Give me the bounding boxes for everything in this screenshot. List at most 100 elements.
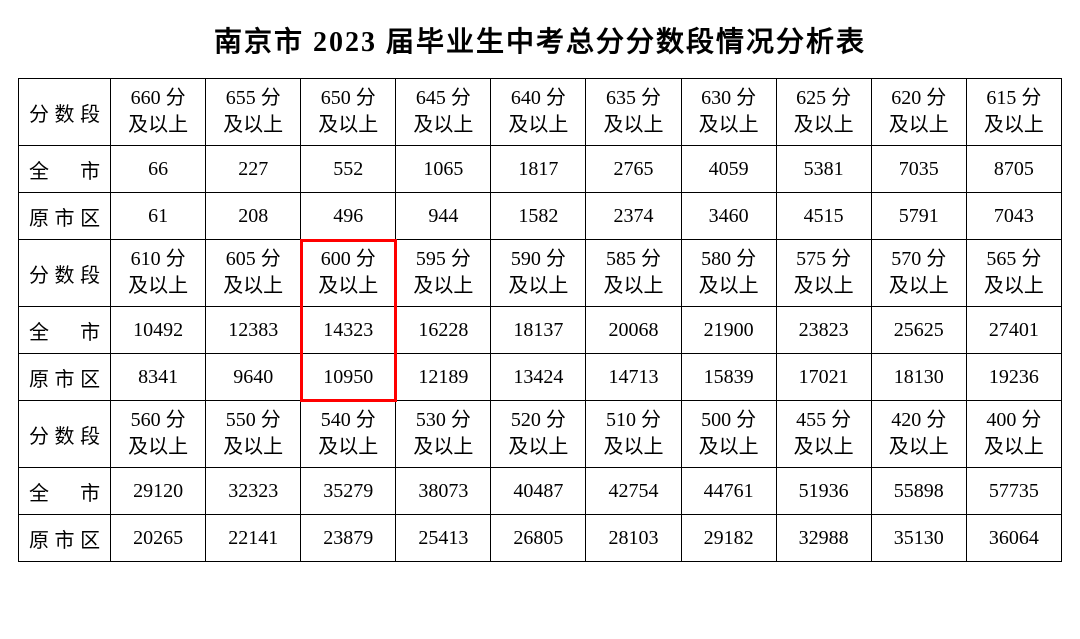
district-cell: 29182: [681, 515, 776, 562]
segment-cell: 400 分及以上: [966, 401, 1061, 468]
segment-cell: 655 分及以上: [206, 79, 301, 146]
segment-score: 620 分: [875, 85, 963, 112]
city-cell: 7035: [871, 146, 966, 193]
city-cell: 25625: [871, 307, 966, 354]
segment-score: 520 分: [494, 407, 582, 434]
district-cell: 17021: [776, 354, 871, 401]
district-cell: 25413: [396, 515, 491, 562]
district-cell: 15839: [681, 354, 776, 401]
segment-cell: 520 分及以上: [491, 401, 586, 468]
district-cell: 496: [301, 193, 396, 240]
segment-cell: 530 分及以上: [396, 401, 491, 468]
segment-suffix: 及以上: [780, 112, 868, 139]
segment-score: 580 分: [685, 246, 773, 273]
segment-suffix: 及以上: [970, 273, 1058, 300]
district-cell: 12189: [396, 354, 491, 401]
segment-suffix: 及以上: [970, 112, 1058, 139]
district-cell: 61: [111, 193, 206, 240]
segment-cell: 455 分及以上: [776, 401, 871, 468]
segment-cell: 610 分及以上: [111, 240, 206, 307]
city-cell: 10492: [111, 307, 206, 354]
segment-cell: 580 分及以上: [681, 240, 776, 307]
segment-suffix: 及以上: [494, 112, 582, 139]
segment-cell: 640 分及以上: [491, 79, 586, 146]
city-cell: 44761: [681, 468, 776, 515]
district-cell: 208: [206, 193, 301, 240]
segment-suffix: 及以上: [875, 434, 963, 461]
segment-cell: 600 分及以上: [301, 240, 396, 307]
city-cell: 32323: [206, 468, 301, 515]
city-cell: 227: [206, 146, 301, 193]
segment-cell: 500 分及以上: [681, 401, 776, 468]
segment-suffix: 及以上: [589, 112, 677, 139]
district-cell: 1582: [491, 193, 586, 240]
district-cell: 20265: [111, 515, 206, 562]
segment-suffix: 及以上: [114, 434, 202, 461]
segment-suffix: 及以上: [399, 434, 487, 461]
row-label-district: 原市区: [19, 193, 111, 240]
segment-cell: 650 分及以上: [301, 79, 396, 146]
city-cell: 51936: [776, 468, 871, 515]
row-label-district: 原市区: [19, 515, 111, 562]
segment-score: 610 分: [114, 246, 202, 273]
segment-cell: 585 分及以上: [586, 240, 681, 307]
score-table: 分数段660 分及以上655 分及以上650 分及以上645 分及以上640 分…: [18, 78, 1062, 562]
segment-cell: 565 分及以上: [966, 240, 1061, 307]
segment-score: 640 分: [494, 85, 582, 112]
segment-cell: 615 分及以上: [966, 79, 1061, 146]
row-label-district: 原市区: [19, 354, 111, 401]
segment-score: 420 分: [875, 407, 963, 434]
segment-suffix: 及以上: [399, 112, 487, 139]
segment-suffix: 及以上: [114, 112, 202, 139]
city-cell: 55898: [871, 468, 966, 515]
segment-cell: 660 分及以上: [111, 79, 206, 146]
city-cell: 38073: [396, 468, 491, 515]
segment-score: 615 分: [970, 85, 1058, 112]
district-cell: 18130: [871, 354, 966, 401]
segment-cell: 510 分及以上: [586, 401, 681, 468]
district-cell: 14713: [586, 354, 681, 401]
segment-suffix: 及以上: [304, 273, 392, 300]
city-cell: 1817: [491, 146, 586, 193]
segment-cell: 420 分及以上: [871, 401, 966, 468]
segment-suffix: 及以上: [970, 434, 1058, 461]
city-cell: 66: [111, 146, 206, 193]
segment-suffix: 及以上: [304, 112, 392, 139]
segment-suffix: 及以上: [685, 112, 773, 139]
segment-suffix: 及以上: [875, 112, 963, 139]
city-cell: 42754: [586, 468, 681, 515]
city-cell: 14323: [301, 307, 396, 354]
city-cell: 16228: [396, 307, 491, 354]
city-cell: 8705: [966, 146, 1061, 193]
segment-suffix: 及以上: [209, 434, 297, 461]
segment-score: 400 分: [970, 407, 1058, 434]
city-cell: 5381: [776, 146, 871, 193]
city-cell: 4059: [681, 146, 776, 193]
district-cell: 7043: [966, 193, 1061, 240]
segment-cell: 620 分及以上: [871, 79, 966, 146]
segment-suffix: 及以上: [589, 434, 677, 461]
segment-score: 455 分: [780, 407, 868, 434]
segment-score: 590 分: [494, 246, 582, 273]
segment-score: 540 分: [304, 407, 392, 434]
district-cell: 4515: [776, 193, 871, 240]
segment-score: 565 分: [970, 246, 1058, 273]
segment-score: 560 分: [114, 407, 202, 434]
city-cell: 57735: [966, 468, 1061, 515]
row-label-city: 全 市: [19, 146, 111, 193]
city-cell: 2765: [586, 146, 681, 193]
city-cell: 35279: [301, 468, 396, 515]
district-cell: 13424: [491, 354, 586, 401]
district-cell: 23879: [301, 515, 396, 562]
district-cell: 28103: [586, 515, 681, 562]
district-cell: 9640: [206, 354, 301, 401]
district-cell: 8341: [111, 354, 206, 401]
district-cell: 5791: [871, 193, 966, 240]
row-label-city: 全 市: [19, 307, 111, 354]
segment-score: 655 分: [209, 85, 297, 112]
segment-score: 650 分: [304, 85, 392, 112]
row-label-segment: 分数段: [19, 79, 111, 146]
segment-suffix: 及以上: [494, 273, 582, 300]
segment-score: 500 分: [685, 407, 773, 434]
row-label-segment: 分数段: [19, 401, 111, 468]
